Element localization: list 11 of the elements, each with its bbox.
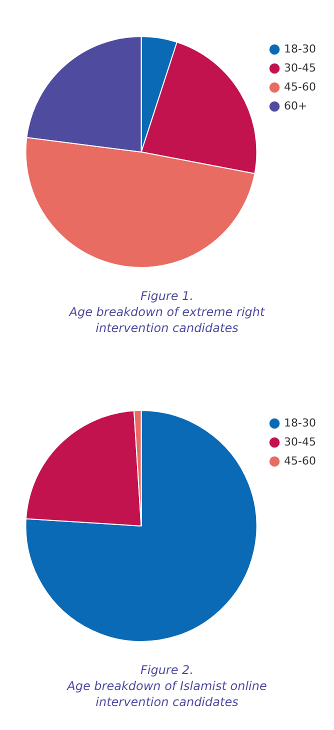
legend-label: 30-45 xyxy=(284,435,316,448)
legend-label: 60+ xyxy=(284,99,308,112)
legend-label: 18-30 xyxy=(284,42,316,56)
legend-label: 45-60 xyxy=(284,80,316,94)
legend-label: 45-60 xyxy=(284,454,316,468)
text: Age breakdown of Islamist online intervention candidates xyxy=(66,678,268,710)
text: Age breakdown of extreme right intervention candidates xyxy=(68,304,266,336)
text: Figure 1. xyxy=(139,288,195,304)
legend-label: 30-45 xyxy=(284,61,316,74)
legend-label: 18-30 xyxy=(284,416,316,430)
text: Figure 2. xyxy=(139,662,195,678)
